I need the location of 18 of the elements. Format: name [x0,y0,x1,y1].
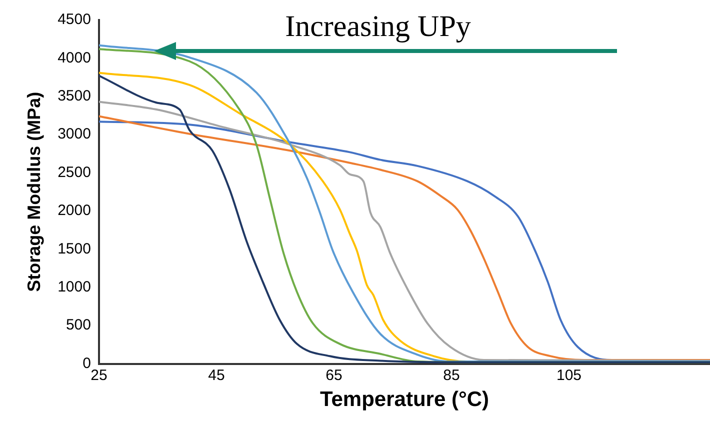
x-tick-label: 105 [556,366,582,384]
y-tick-label: 3500 [58,88,91,105]
y-tick-label: 2500 [58,164,91,181]
x-tick-label: 65 [326,366,342,384]
y-tick-label: 1500 [58,240,91,258]
x-tick-label: 85 [443,366,460,384]
y-tick-label: 4500 [58,11,91,28]
y-tick-label: 3000 [58,126,91,143]
y-tick-label: 1000 [58,278,91,296]
y-tick-label: 500 [66,316,91,334]
x-axis-title: Temperature (°C) [320,388,490,412]
annotation: Increasing UPy [285,10,471,43]
y-tick-label: 4000 [58,49,91,66]
y-axis-title: Storage Modulus (MPa) [24,92,44,292]
y-tick-label: 2000 [58,202,91,220]
y-tick-label: 0 [82,354,91,372]
x-tick-label: 45 [208,366,225,384]
x-tick-label: 25 [90,366,108,384]
